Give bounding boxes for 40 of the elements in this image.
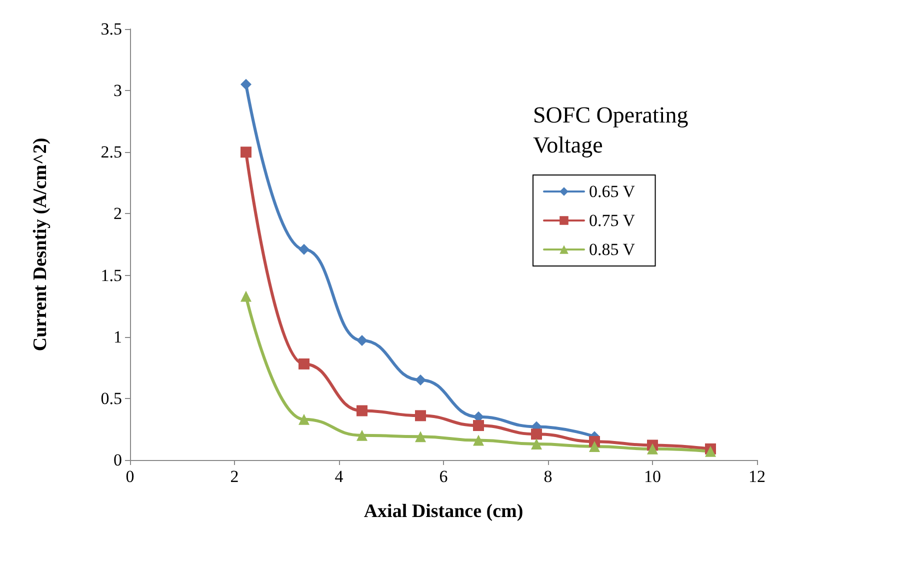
point [415, 410, 426, 422]
point [356, 430, 368, 441]
point [473, 434, 484, 446]
point [415, 374, 426, 386]
point [356, 405, 368, 416]
legend-label: 0.85 V [589, 240, 636, 259]
point [356, 335, 368, 346]
x-axis-title: Axial Distance (cm) [364, 501, 524, 522]
point [415, 431, 426, 442]
x-tick-label: 6 [439, 467, 448, 486]
y-tick-label: 3 [114, 81, 122, 100]
y-tick-label: 1 [114, 327, 122, 346]
x-tick-label: 2 [230, 467, 239, 486]
point [647, 443, 658, 454]
x-tick-label: 0 [126, 467, 134, 486]
point [240, 146, 252, 158]
y-tick-label: 2.5 [100, 142, 122, 162]
point [473, 420, 484, 432]
legend-title: SOFC Operating Voltage [533, 102, 694, 158]
point [704, 446, 716, 457]
x-tick-label: 10 [644, 467, 661, 486]
point [298, 414, 310, 425]
point [298, 244, 310, 255]
point [298, 358, 310, 370]
y-tick-label: 3.5 [100, 20, 122, 38]
x-tick-label: 8 [544, 467, 552, 486]
point [240, 290, 252, 302]
legend-label: 0.75 V [589, 211, 636, 230]
point [240, 78, 252, 90]
y-tick-label: 0.5 [100, 388, 122, 408]
point [531, 428, 542, 440]
y-tick-label: 0 [114, 450, 122, 470]
y-axis-title: Current Desntiy (A/cm^2) [30, 138, 51, 352]
y-tick-label: 2 [114, 204, 122, 224]
x-tick-label: 12 [748, 467, 766, 486]
legend-label: 0.65 V [589, 182, 636, 201]
point [589, 440, 600, 452]
y-tick-label: 1.5 [100, 266, 122, 285]
point [531, 438, 542, 450]
x-tick-label: 4 [334, 467, 344, 486]
